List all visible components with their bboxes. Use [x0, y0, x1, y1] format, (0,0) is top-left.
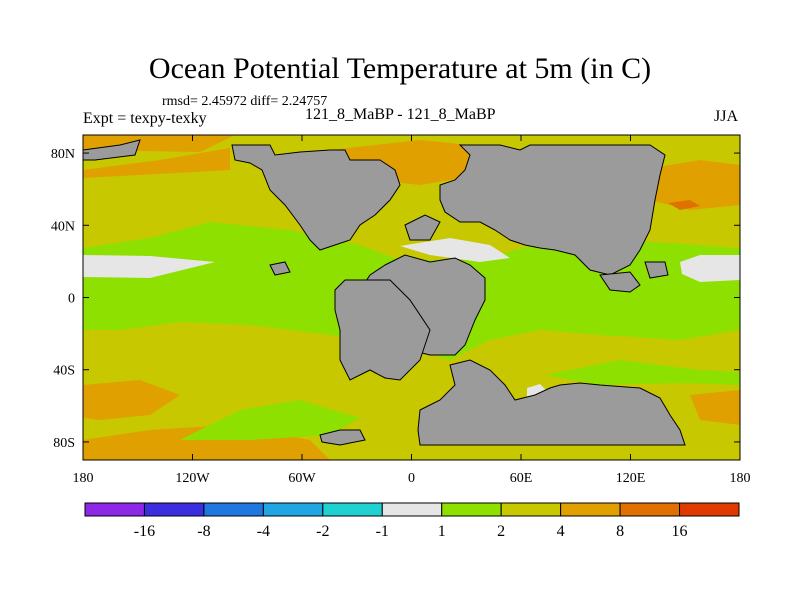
warm-anomaly-band — [640, 160, 740, 210]
land-mask — [334, 279, 431, 381]
neutral-anomaly-patch — [680, 255, 740, 282]
colorbar-label: 2 — [497, 523, 505, 540]
land-mask — [319, 429, 366, 446]
colorbar-swatch — [679, 502, 740, 517]
colorbar-label: 1 — [438, 523, 446, 540]
land-mask — [417, 359, 686, 446]
colorbar-swatch — [143, 502, 205, 517]
warm-anomaly-band — [668, 200, 700, 210]
colorbar-swatch — [619, 502, 681, 517]
land-mask — [439, 144, 666, 276]
x-tick-label: 60E — [510, 471, 533, 486]
colorbar-label: -2 — [316, 523, 329, 540]
land-mask — [231, 144, 401, 251]
colorbar-label: 4 — [557, 523, 565, 540]
chart-title: Ocean Potential Temperature at 5m (in C) — [148, 52, 652, 85]
colorbar-swatch — [322, 502, 383, 517]
y-tick-label: 0 — [68, 292, 75, 307]
x-tick-label: 120W — [175, 471, 210, 486]
neutral-anomaly-patch — [400, 238, 510, 262]
y-tick-label: 40S — [53, 364, 75, 379]
colorbar-label: 16 — [672, 523, 688, 540]
colorbar-swatch — [381, 502, 443, 517]
case-label: 121_8_MaBP - 121_8_MaBP — [305, 106, 496, 123]
land-mask — [599, 271, 641, 293]
land-mask — [404, 214, 441, 241]
mild-anomaly-band — [180, 400, 360, 440]
colorbar-swatch — [560, 502, 621, 517]
x-tick-label: 180 — [730, 471, 751, 486]
mild-anomaly-band — [545, 360, 740, 385]
neutral-anomaly-patch — [83, 255, 215, 278]
season-label: JJA — [714, 108, 739, 125]
colorbar-label: -1 — [376, 523, 389, 540]
x-tick-label: 0 — [408, 471, 415, 486]
colorbar-swatch — [262, 502, 324, 517]
colorbar-label: -8 — [197, 523, 210, 540]
colorbar-label: -4 — [257, 523, 270, 540]
x-tick-label: 180 — [73, 471, 94, 486]
land-mask — [269, 261, 291, 276]
colorbar: -16 -8 -4 -2 -1 1 2 4 8 16 — [84, 502, 740, 540]
experiment-label: Expt = texpy-texky — [83, 110, 207, 127]
rmsd-diff-stats: rmsd= 2.45972 diff= 2.24757 — [162, 94, 328, 109]
colorbar-swatch — [441, 502, 502, 517]
x-tick-label: 120E — [616, 471, 646, 486]
colorbar-swatch — [203, 502, 264, 517]
warm-anomaly-band — [690, 390, 740, 425]
colorbar-label: 8 — [616, 523, 624, 540]
colorbar-swatch — [500, 502, 562, 517]
map-plot-area — [83, 135, 740, 460]
land-mask — [644, 261, 669, 279]
colorbar-label: -16 — [134, 523, 155, 540]
warm-anomaly-band — [83, 380, 180, 420]
warm-anomaly-band — [83, 148, 230, 178]
x-tick-label: 60W — [288, 471, 316, 486]
y-tick-label: 80N — [51, 147, 75, 162]
axes: 180 120W 60W 0 60E 120E 180 80N 40N 0 40S 80S — [51, 135, 751, 486]
colorbar-swatch — [84, 502, 145, 517]
y-tick-label: 40N — [51, 219, 75, 234]
land-mask — [83, 139, 141, 161]
y-tick-label: 80S — [53, 436, 75, 451]
